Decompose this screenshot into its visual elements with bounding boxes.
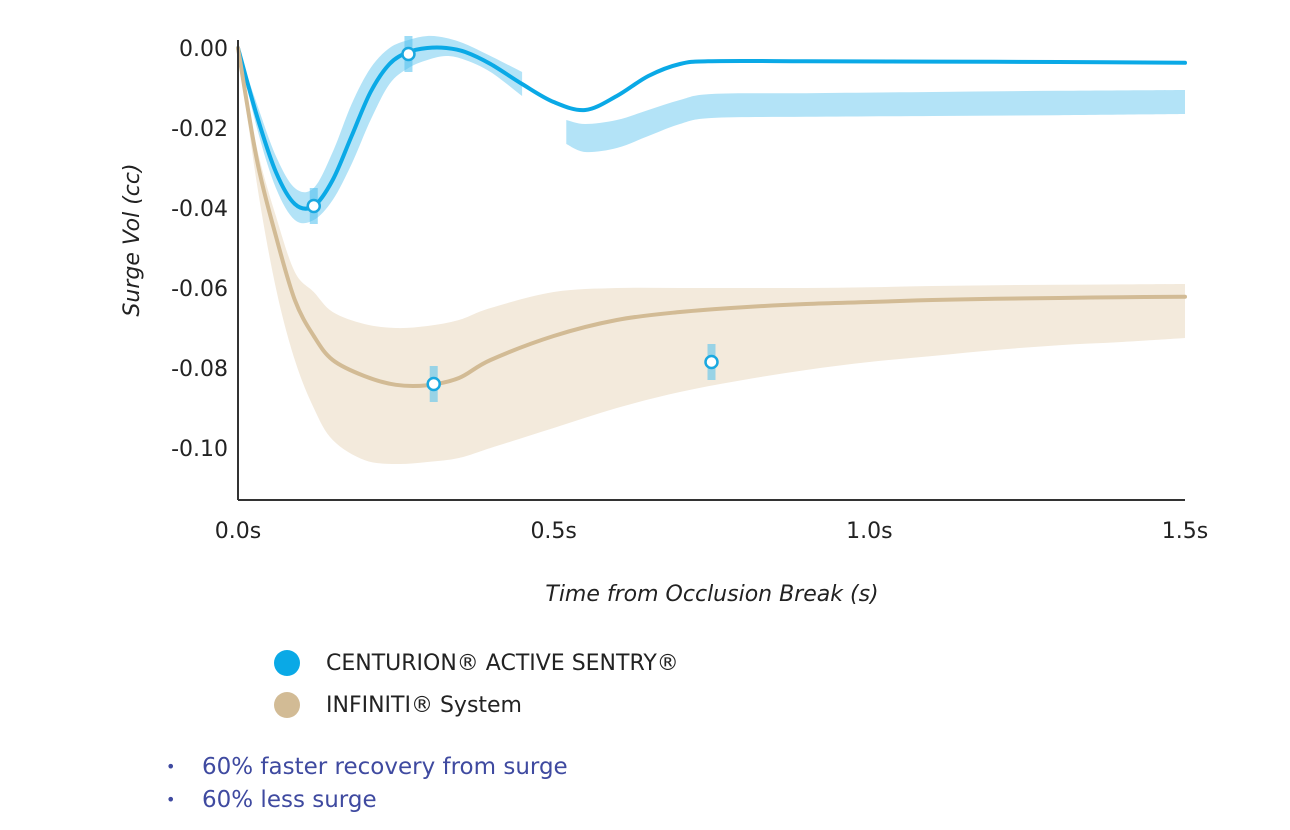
confidence-band-infiniti — [238, 48, 1185, 465]
x-tick-labels: 0.0s 0.5s 1.0s 1.5s — [215, 519, 1208, 544]
y-tick-label: -0.06 — [171, 277, 228, 302]
key-findings-list: • 60% faster recovery from surge • 60% l… — [166, 750, 568, 816]
chart-axes — [237, 40, 1185, 501]
finding-text: 60% faster recovery from surge — [202, 753, 568, 780]
y-tick-label: -0.04 — [171, 197, 228, 222]
y-tick-label: -0.10 — [171, 437, 228, 462]
legend-label-centurion: CENTURION® ACTIVE SENTRY® — [326, 650, 679, 676]
data-marker-centurion — [401, 46, 416, 62]
data-marker-infiniti — [426, 376, 441, 392]
y-tick-labels: 0.00 -0.02 -0.04 -0.06 -0.08 -0.10 — [171, 37, 228, 462]
confidence-bands — [238, 35, 1185, 465]
chart-legend: CENTURION® ACTIVE SENTRY® INFINITI® Syst… — [274, 642, 679, 726]
bullet-marker: • — [166, 790, 176, 809]
x-tick-label: 0.5s — [530, 519, 576, 544]
surge-volume-chart: 0.00 -0.02 -0.04 -0.06 -0.08 -0.10 0.0s 0.5s 1.… — [120, 35, 1208, 607]
series-line-infiniti — [236, 46, 1187, 388]
legend-swatch-centurion — [274, 650, 300, 676]
series-markers — [306, 36, 719, 402]
data-marker-centurion — [306, 198, 322, 214]
x-axis-title: Time from Occlusion Break (s) — [545, 582, 878, 607]
bullet-marker: • — [166, 757, 176, 776]
confidence-band-centurion-steady — [566, 90, 1185, 153]
y-tick-label: -0.02 — [171, 117, 228, 142]
finding-text: 60% less surge — [202, 786, 377, 813]
legend-swatch-infiniti — [274, 692, 300, 718]
confidence-band-centurion — [238, 35, 523, 224]
x-tick-label: 1.0s — [846, 519, 892, 544]
y-tick-label: 0.00 — [179, 37, 228, 62]
legend-item-centurion: CENTURION® ACTIVE SENTRY® — [274, 642, 679, 684]
legend-item-infiniti: INFINITI® System — [274, 684, 679, 726]
y-axis-title: Surge Vol (cc) — [120, 163, 145, 316]
list-item: • 60% faster recovery from surge — [166, 750, 568, 783]
data-marker-centurion — [704, 354, 719, 370]
y-tick-label: -0.08 — [171, 357, 228, 382]
legend-label-infiniti: INFINITI® System — [326, 692, 522, 718]
x-tick-label: 1.5s — [1162, 519, 1208, 544]
x-tick-label: 0.0s — [215, 519, 261, 544]
list-item: • 60% less surge — [166, 783, 568, 816]
